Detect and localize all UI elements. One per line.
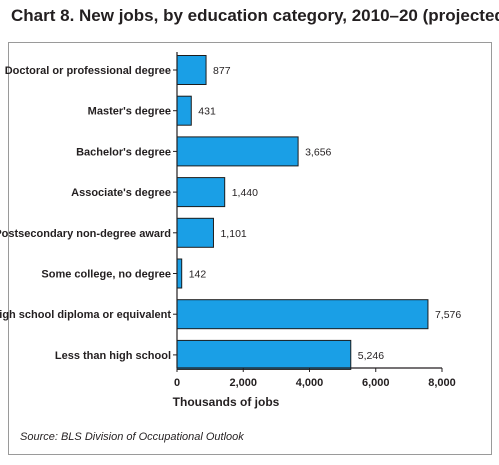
- bar-0: [176, 55, 207, 85]
- value-label-6: 7,576: [435, 309, 461, 321]
- value-label-5: 142: [189, 269, 207, 281]
- value-label-2: 3,656: [305, 146, 331, 158]
- category-label-4: Postsecondary non-degree award: [0, 228, 171, 240]
- bar-2: [176, 136, 299, 167]
- category-label-1: Master's degree: [88, 106, 171, 118]
- category-label-2: Bachelor's degree: [76, 146, 171, 158]
- bar-5: [176, 258, 183, 289]
- bar-6: [176, 299, 429, 330]
- chart-title: Chart 8. New jobs, by education category…: [11, 6, 499, 25]
- category-label-5: Some college, no degree: [41, 269, 171, 281]
- source-note: Source: BLS Division of Occupational Out…: [20, 431, 244, 443]
- bar-1: [176, 95, 192, 126]
- value-label-4: 1,101: [220, 228, 246, 240]
- bar-3: [176, 177, 226, 208]
- chart-frame: [8, 42, 492, 455]
- x-tick-label-1: 2,000: [229, 377, 257, 389]
- value-label-0: 877: [213, 65, 231, 77]
- bar-4: [176, 217, 214, 248]
- x-tick-label-0: 0: [174, 377, 180, 389]
- category-label-7: Less than high school: [55, 350, 171, 362]
- category-label-6: High school diploma or equivalent: [0, 309, 171, 321]
- value-label-1: 431: [198, 106, 216, 118]
- value-label-7: 5,246: [358, 350, 384, 362]
- x-tick-label-4: 8,000: [428, 377, 456, 389]
- x-tick-label-3: 6,000: [362, 377, 390, 389]
- value-label-3: 1,440: [232, 187, 258, 199]
- category-label-3: Associate's degree: [71, 187, 171, 199]
- bar-7: [176, 339, 352, 370]
- x-tick-label-2: 4,000: [296, 377, 324, 389]
- category-label-0: Doctoral or professional degree: [5, 65, 171, 77]
- x-axis-label: Thousands of jobs: [172, 395, 280, 409]
